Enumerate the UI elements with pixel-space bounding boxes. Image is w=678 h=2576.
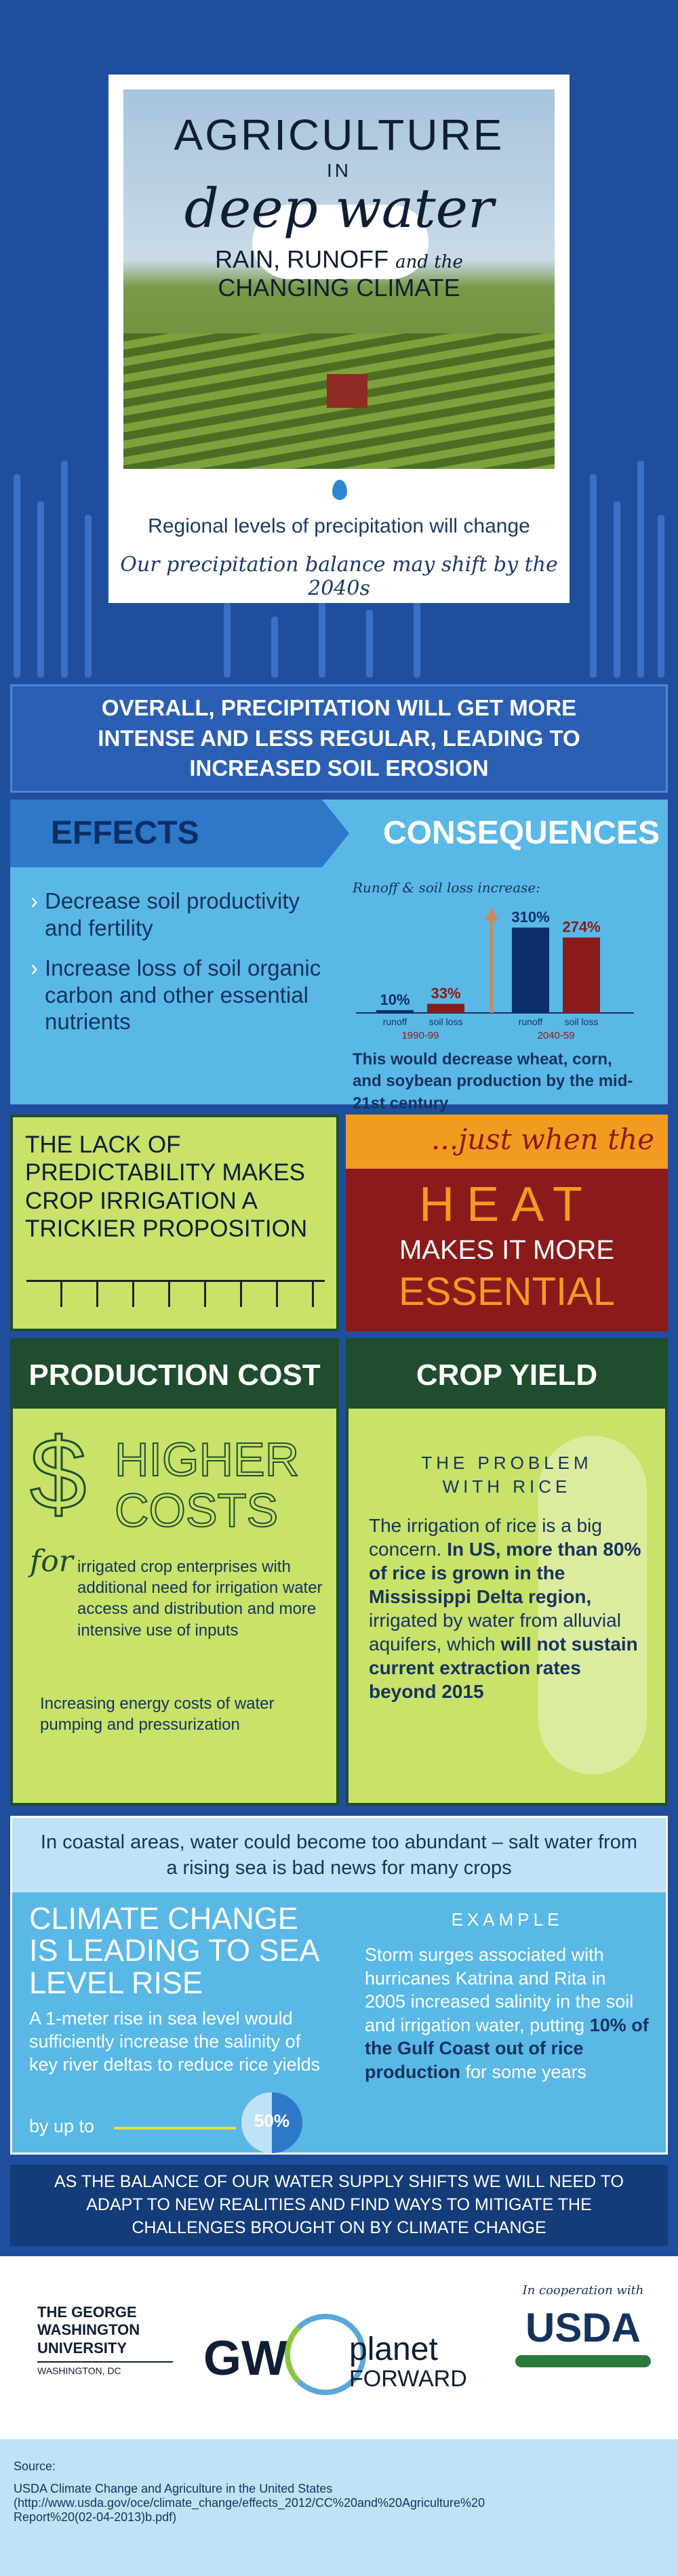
chart-bar bbox=[376, 1010, 414, 1013]
chart-data-label: 10% bbox=[380, 991, 410, 1008]
yield-heading: CROP YIELD bbox=[416, 1358, 598, 1392]
source-line1: USDA Climate Change and Agriculture in t… bbox=[14, 2482, 333, 2495]
usda-logo: In cooperation with USDA bbox=[515, 2283, 651, 2367]
consequences-heading: CONSEQUENCES bbox=[383, 815, 660, 851]
heat-word: HEAT bbox=[419, 1178, 595, 1232]
costs-text: COSTS bbox=[114, 1483, 279, 1537]
hero-title-line2: deep water bbox=[184, 177, 494, 240]
gwu-logo: THE GEORGE WASHINGTON UNIVERSITY WASHING… bbox=[37, 2304, 173, 2377]
water-drop-icon bbox=[332, 480, 347, 500]
effects-consequences-section: EFFECTS CONSEQUENCES › Decrease soil prod… bbox=[10, 799, 668, 1113]
rice-illustration bbox=[538, 1436, 647, 1774]
hero-caption2: Our precipitation balance may shift by t… bbox=[120, 553, 558, 600]
example-label: EXAMPLE bbox=[451, 1909, 563, 1930]
list-item: › Decrease soil productivity and fertilit… bbox=[31, 888, 300, 940]
hero-subtitle-line2: CHANGING CLIMATE bbox=[218, 274, 460, 302]
chart-category-label: soil loss bbox=[565, 1016, 599, 1027]
chart-bar bbox=[563, 937, 600, 1013]
production-heading: PRODUCTION COST bbox=[28, 1358, 321, 1392]
by-up-to-label: by up to bbox=[29, 2116, 95, 2136]
usda-swoosh bbox=[515, 2355, 651, 2367]
heat-essential: ESSENTIAL bbox=[398, 1270, 616, 1314]
hero-illustration: AGRICULTURE IN deep water RAIN, RUNOFF a… bbox=[123, 89, 555, 469]
source-label: Source: bbox=[14, 2459, 56, 2473]
chart-category-label: soil loss bbox=[429, 1016, 463, 1027]
source-line3: Report%20(02-04-2013)b.pdf) bbox=[14, 2510, 177, 2524]
logos-section: THE GEORGE WASHINGTON UNIVERSITY WASHING… bbox=[0, 2256, 678, 2439]
hero-title-line1: AGRICULTURE bbox=[174, 110, 504, 159]
chart-category-label: runoff bbox=[383, 1016, 407, 1027]
heat-panel: ...just when the HEAT MAKES IT MORE ESSE… bbox=[346, 1115, 668, 1331]
heat-orange-band bbox=[346, 1115, 668, 1169]
banner-precipitation-text: OVERALL, PRECIPITATION WILL GET MORE INT… bbox=[98, 695, 580, 781]
chart-arrow-head-icon bbox=[485, 907, 498, 921]
effects-heading-bar bbox=[10, 799, 349, 867]
soil-loss-chart: 10% runoff 33% soil loss 310% runoff 274% soil … bbox=[356, 907, 634, 1041]
chart-period-label: 1990-99 bbox=[401, 1030, 439, 1041]
arrow-right-icon bbox=[114, 2127, 236, 2130]
barn-illustration bbox=[327, 374, 367, 408]
irrigation-pivot-icon bbox=[26, 1280, 325, 1307]
coastal-section: In coastal areas, water could become too… bbox=[10, 1816, 668, 2155]
coastal-heading: CLIMATE CHANGE IS LEADING TO SEA LEVEL R… bbox=[29, 1901, 319, 2000]
gw-planet-forward-logo: GW planet FORWARD bbox=[203, 2304, 475, 2398]
consequences-note: This would decrease wheat, corn, and soy… bbox=[353, 1050, 633, 1113]
hero-title-in: IN bbox=[327, 160, 351, 181]
production-heading-bar bbox=[13, 1341, 336, 1409]
banner-adapt-text: AS THE BALANCE OF OUR WATER SUPPLY SHIFT… bbox=[54, 2172, 624, 2237]
dollar-icon: $ bbox=[28, 1416, 87, 1532]
hero-panel: AGRICULTURE IN deep water RAIN, RUNOFF a… bbox=[108, 75, 570, 603]
yield-with-rice: WITH RICE bbox=[442, 1476, 572, 1497]
yield-panel: CROP YIELD THE PROBLEM WITH RICE The irr… bbox=[346, 1338, 668, 1806]
chart-period-label: 2040-59 bbox=[537, 1030, 574, 1041]
chart-category-label: runoff bbox=[519, 1016, 543, 1027]
higher-text: HIGHER bbox=[114, 1432, 300, 1487]
effects-list: › Decrease soil productivity and fertilit… bbox=[31, 888, 322, 1035]
chart-title: Runoff & soil loss increase: bbox=[353, 879, 540, 896]
example-text: Storm surges associated with hurricanes … bbox=[365, 1945, 649, 2082]
yield-problem: THE PROBLEM bbox=[421, 1453, 593, 1473]
production-panel: PRODUCTION COST $ HIGHER COSTS for irrig… bbox=[10, 1338, 339, 1806]
coastal-text: A 1-meter rise in sea level would suffic… bbox=[29, 2008, 321, 2075]
wheat-decoration bbox=[0, 447, 678, 678]
effects-heading: EFFECTS bbox=[51, 815, 199, 851]
hero-subtitle-line1: RAIN, RUNOFF bbox=[215, 245, 389, 273]
banner-precipitation: OVERALL, PRECIPITATION WILL GET MORE INT… bbox=[10, 684, 668, 793]
banner-adapt: AS THE BALANCE OF OUR WATER SUPPLY SHIFT… bbox=[10, 2165, 668, 2246]
yield-text: The irrigation of rice is a big concern.… bbox=[369, 1515, 641, 1702]
coastal-intro: In coastal areas, water could become too… bbox=[40, 1831, 638, 1879]
hero-subtitle-and: and the bbox=[395, 252, 463, 272]
chart-bar bbox=[427, 1003, 464, 1013]
chart-bar bbox=[512, 928, 549, 1013]
chart-data-label: 274% bbox=[562, 919, 600, 936]
chevron-right-icon: › bbox=[31, 955, 38, 981]
hero-caption1: Regional levels of precipitation will ch… bbox=[148, 515, 530, 537]
irrigation-panel: THE LACK OF PREDICTABILITY MAKES CROP IR… bbox=[10, 1115, 339, 1331]
chart-data-label: 33% bbox=[431, 985, 460, 1002]
yield-heading-bar bbox=[348, 1341, 665, 1409]
chart-data-label: 310% bbox=[511, 909, 549, 926]
for-text: for bbox=[30, 1544, 73, 1579]
globe-icon bbox=[285, 2314, 366, 2395]
production-text1: irrigated crop enterprises with addition… bbox=[77, 1558, 323, 1640]
production-text2: Increasing energy costs of water pumping… bbox=[40, 1695, 275, 1734]
half-pie-icon bbox=[241, 2092, 302, 2153]
chevron-right-icon: › bbox=[31, 888, 38, 913]
heat-just-when: ...just when the bbox=[431, 1123, 654, 1156]
cloud-illustration bbox=[252, 205, 428, 279]
coastal-intro-bar bbox=[12, 1818, 666, 1892]
percent-label: 50% bbox=[254, 2111, 290, 2131]
irrigation-text: THE LACK OF PREDICTABILITY MAKES CROP IR… bbox=[25, 1131, 308, 1242]
list-item: › Increase loss of soil organic carbon an… bbox=[31, 955, 321, 1035]
source-line2: (http://www.usda.gov/oce/climate_change/… bbox=[14, 2496, 485, 2510]
heat-makes: MAKES IT MORE bbox=[399, 1235, 615, 1265]
source-section: Source: USDA Climate Change and Agricult… bbox=[0, 2439, 678, 2576]
